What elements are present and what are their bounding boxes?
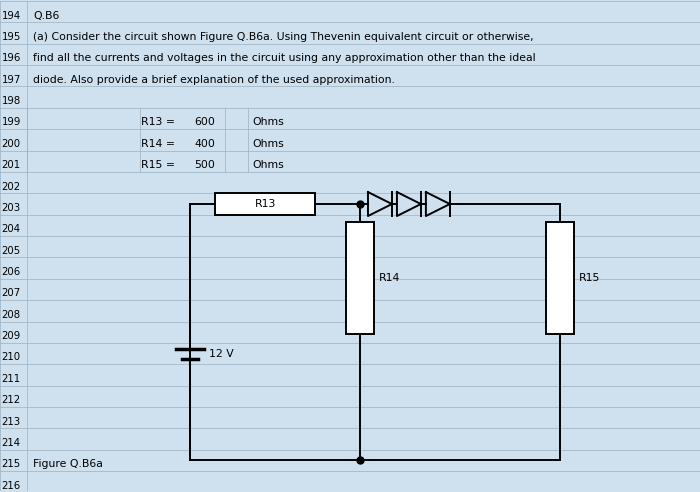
- Text: Ohms: Ohms: [252, 118, 284, 127]
- Text: 198: 198: [1, 96, 21, 106]
- Text: 207: 207: [1, 288, 21, 298]
- Text: 203: 203: [1, 203, 20, 213]
- Text: Ohms: Ohms: [252, 160, 284, 170]
- Text: find all the currents and voltages in the circuit using any approximation other : find all the currents and voltages in th…: [34, 53, 536, 63]
- Text: R13: R13: [254, 199, 276, 209]
- Bar: [546, 222, 574, 334]
- Text: R15 =: R15 =: [141, 160, 175, 170]
- Text: 204: 204: [1, 224, 20, 234]
- Text: 215: 215: [1, 460, 21, 469]
- Text: R15: R15: [579, 273, 600, 283]
- Text: R14: R14: [379, 273, 400, 283]
- Text: 202: 202: [1, 182, 20, 191]
- Text: 195: 195: [1, 32, 21, 42]
- Text: 213: 213: [1, 417, 20, 427]
- Text: (a) Consider the circuit shown Figure Q.B6a. Using Thevenin equivalent circuit o: (a) Consider the circuit shown Figure Q.…: [34, 32, 534, 42]
- Text: 211: 211: [1, 374, 20, 384]
- Text: Q.B6: Q.B6: [34, 10, 60, 21]
- Text: 197: 197: [1, 75, 21, 85]
- Text: 214: 214: [1, 438, 20, 448]
- Text: 400: 400: [195, 139, 215, 149]
- Text: diode. Also provide a brief explanation of the used approximation.: diode. Also provide a brief explanation …: [34, 75, 395, 85]
- Text: 600: 600: [195, 118, 215, 127]
- Text: 210: 210: [1, 352, 20, 363]
- Text: Ohms: Ohms: [252, 139, 284, 149]
- Text: 200: 200: [1, 139, 20, 149]
- Text: 212: 212: [1, 395, 20, 405]
- Text: 216: 216: [1, 481, 21, 491]
- Text: R14 =: R14 =: [141, 139, 175, 149]
- Text: 194: 194: [1, 10, 21, 21]
- Text: 208: 208: [1, 310, 20, 320]
- Text: 205: 205: [1, 246, 21, 256]
- Text: 12 V: 12 V: [209, 349, 234, 359]
- Text: 199: 199: [1, 118, 21, 127]
- Text: 201: 201: [1, 160, 20, 170]
- Text: R13 =: R13 =: [141, 118, 175, 127]
- Text: 500: 500: [195, 160, 215, 170]
- Text: 196: 196: [1, 53, 21, 63]
- Text: 206: 206: [1, 267, 21, 277]
- Text: Figure Q.B6a: Figure Q.B6a: [34, 460, 104, 469]
- Bar: [215, 193, 315, 215]
- Bar: [346, 222, 374, 334]
- Text: 209: 209: [1, 331, 21, 341]
